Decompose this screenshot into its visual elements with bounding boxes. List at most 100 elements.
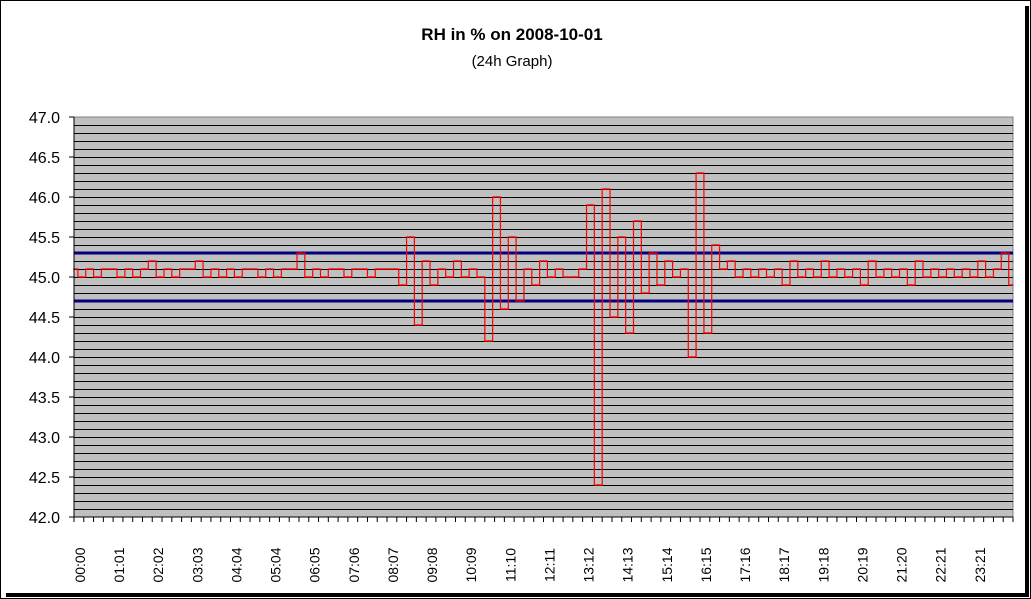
data-point	[174, 276, 177, 278]
x-tick-label: 11:10	[502, 548, 518, 582]
data-point	[440, 268, 443, 270]
data-point	[151, 260, 154, 262]
x-tick-label: 17:16	[737, 547, 753, 582]
data-point	[800, 276, 803, 278]
data-point	[88, 268, 91, 270]
data-point	[785, 284, 787, 286]
x-tick-label: 15:14	[659, 547, 675, 582]
data-point	[456, 260, 459, 262]
data-point	[957, 276, 960, 278]
data-point	[605, 188, 607, 190]
data-point	[894, 276, 897, 278]
data-point	[495, 196, 498, 198]
data-point	[918, 260, 920, 262]
data-point	[159, 276, 161, 278]
x-tick-label: 19:18	[815, 547, 831, 582]
data-point	[636, 220, 639, 222]
x-tick-label: 09:08	[424, 547, 440, 582]
data-point	[300, 252, 302, 254]
data-point	[996, 268, 999, 270]
data-point	[229, 268, 232, 270]
data-point	[401, 284, 404, 286]
data-point	[746, 268, 748, 270]
data-point	[753, 276, 756, 278]
x-tick-label: 05:04	[268, 547, 284, 582]
x-tick-label: 16:15	[698, 547, 714, 582]
data-point	[143, 268, 146, 270]
data-point	[706, 332, 709, 334]
data-point	[972, 276, 975, 278]
data-point	[933, 268, 936, 270]
x-tick-label: 08:07	[385, 547, 401, 582]
data-point	[941, 276, 944, 278]
data-point	[417, 324, 420, 326]
x-tick-label: 13:12	[581, 547, 597, 582]
data-point	[839, 268, 842, 270]
data-point	[315, 268, 318, 270]
data-point	[699, 172, 701, 174]
data-point	[362, 268, 365, 270]
x-tick-label: 07:06	[346, 547, 362, 582]
data-point	[847, 276, 850, 278]
data-point	[926, 276, 928, 278]
data-point	[832, 276, 834, 278]
data-point	[910, 284, 913, 286]
data-point	[346, 276, 349, 278]
x-tick-label: 06:05	[307, 547, 323, 582]
data-point	[620, 236, 623, 238]
x-tick-label: 14:13	[620, 547, 636, 582]
data-point	[558, 268, 561, 270]
y-tick-label: 42.0	[29, 510, 60, 527]
y-tick-label: 46.5	[29, 150, 60, 167]
data-point	[292, 268, 294, 270]
x-tick-label: 21:20	[894, 547, 910, 582]
data-point	[104, 268, 107, 270]
data-point	[644, 292, 647, 294]
data-point	[761, 268, 764, 270]
data-point	[613, 316, 615, 318]
data-point	[425, 260, 428, 262]
x-tick-label: 02:02	[150, 547, 166, 582]
y-tick-label: 47.0	[29, 110, 60, 127]
y-tick-label: 45.5	[29, 230, 60, 247]
data-point	[386, 268, 388, 270]
data-point	[667, 260, 670, 262]
data-point	[480, 276, 482, 278]
y-tick-label: 43.0	[29, 430, 60, 447]
frame-shadow-bottom	[6, 593, 1029, 597]
data-point	[566, 276, 568, 278]
data-point	[511, 236, 514, 238]
x-tick-label: 20:19	[854, 547, 870, 582]
data-point	[886, 268, 889, 270]
data-point	[393, 268, 396, 270]
data-point	[581, 268, 584, 270]
y-tick-label: 45.0	[29, 270, 60, 287]
x-tick-label: 18:17	[776, 547, 792, 582]
data-point	[1004, 252, 1007, 254]
data-point	[769, 276, 772, 278]
data-point	[722, 268, 725, 270]
data-point	[675, 276, 678, 278]
data-point	[816, 276, 819, 278]
data-point	[589, 204, 592, 206]
data-point	[120, 276, 122, 278]
data-point	[965, 268, 967, 270]
y-tick-label: 42.5	[29, 470, 60, 487]
data-point	[503, 308, 506, 310]
data-point	[863, 284, 866, 286]
series-rh	[73, 172, 1014, 486]
reference-lines	[74, 251, 1013, 303]
x-axis-ticks: 00:00 01:01 02:02 03:03 04:04 05:04 06:05 07:06…	[72, 517, 1014, 583]
y-tick-label: 44.0	[29, 350, 60, 367]
data-point	[597, 484, 600, 486]
data-point	[253, 268, 255, 270]
data-point	[824, 260, 827, 262]
data-point	[433, 284, 435, 286]
data-point	[167, 268, 169, 270]
data-point	[268, 268, 271, 270]
data-point	[534, 284, 537, 286]
grid-lines	[74, 125, 1013, 510]
data-point	[307, 276, 310, 278]
data-point	[652, 252, 654, 254]
